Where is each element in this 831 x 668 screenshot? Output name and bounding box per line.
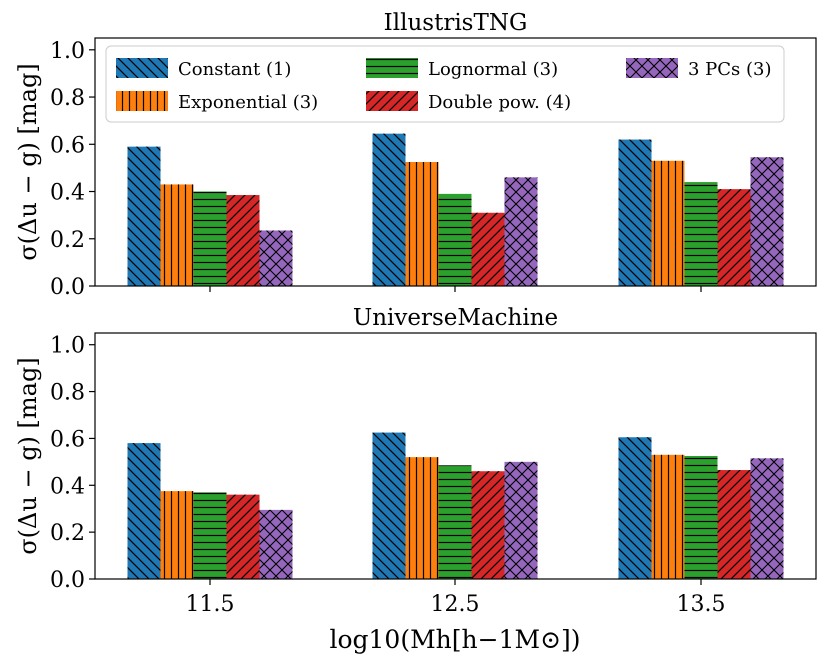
- bar-hatch-constant-1-13.5: [618, 437, 652, 579]
- x-tick-label: 11.5: [186, 592, 235, 617]
- y-tick-label: 0.8: [50, 381, 85, 406]
- bar-hatch-constant-1-12.5: [372, 432, 406, 579]
- y-tick-label: 0.4: [50, 474, 85, 499]
- bar-hatch-exponential-3-12.5: [405, 457, 439, 579]
- bar-hatch-lognormal-3-12.5: [438, 465, 472, 579]
- legend-swatch-hatch: [366, 58, 418, 78]
- bar-hatch-double-pow-4-11.5: [226, 195, 260, 286]
- y-axis-label: σ(Δu − g) [mag]: [14, 63, 42, 260]
- panel-title: UniverseMachine: [353, 305, 558, 331]
- legend-label: Constant (1): [178, 59, 291, 80]
- bar-hatch-exponential-3-11.5: [160, 184, 194, 286]
- bar-hatch-lognormal-3-13.5: [684, 456, 718, 579]
- y-tick-label: 1.0: [50, 334, 85, 359]
- y-tick-label: 0.6: [50, 427, 85, 452]
- legend-swatch-hatch: [116, 58, 168, 78]
- bar-hatch-3-pcs-3-13.5: [750, 458, 784, 579]
- bar-hatch-3-pcs-3-12.5: [504, 177, 538, 286]
- legend-box: [105, 45, 785, 123]
- legend-label: Double pow. (4): [428, 92, 571, 113]
- y-tick-label: 0.6: [50, 133, 85, 158]
- x-tick-label: 12.5: [431, 592, 480, 617]
- bar-hatch-exponential-3-13.5: [651, 454, 685, 579]
- y-tick-label: 1.0: [50, 39, 85, 64]
- legend-swatch-hatch: [366, 91, 418, 111]
- y-tick-label: 0.0: [50, 568, 85, 593]
- legend-label: 3 PCs (3): [688, 59, 772, 80]
- bar-hatch-double-pow-4-11.5: [226, 494, 260, 579]
- bar-hatch-constant-1-11.5: [127, 146, 161, 286]
- legend: Constant (1) Exponential (3) Lognormal (3)…: [105, 45, 785, 123]
- bar-hatch-lognormal-3-11.5: [193, 191, 227, 286]
- bar-hatch-lognormal-3-13.5: [684, 182, 718, 286]
- legend-label: Exponential (3): [178, 92, 318, 113]
- y-tick-label: 0.2: [50, 521, 85, 546]
- y-axis-label: σ(Δu − g) [mag]: [14, 357, 42, 554]
- x-tick-label: 13.5: [677, 592, 726, 617]
- bar-hatch-lognormal-3-11.5: [193, 492, 227, 579]
- panel-title: IllustrisTNG: [384, 10, 528, 36]
- bar-hatch-3-pcs-3-11.5: [259, 230, 293, 286]
- bar-hatch-exponential-3-13.5: [651, 160, 685, 286]
- y-tick-label: 0.2: [50, 228, 85, 253]
- legend-swatch-hatch: [116, 91, 168, 111]
- y-tick-label: 0.0: [50, 275, 85, 300]
- legend-label: Lognormal (3): [428, 59, 558, 80]
- panel-illustristng: IllustrisTNG 0.0 0.2 0.4 0.6 0.8 1.0 σ(Δu − g) …: [14, 10, 817, 300]
- bar-hatch-exponential-3-11.5: [160, 491, 194, 579]
- bar-hatch-double-pow-4-13.5: [717, 470, 751, 579]
- y-tick-label: 0.4: [50, 181, 85, 206]
- bar-hatch-exponential-3-12.5: [405, 162, 439, 286]
- bar-hatch-3-pcs-3-12.5: [504, 461, 538, 579]
- panel-universemachine: UniverseMachine 0.0 0.2 0.4 0.6 0.8 1.0 11.5 12.…: [14, 305, 817, 617]
- bar-hatch-constant-1-11.5: [127, 443, 161, 579]
- bar-hatch-double-pow-4-12.5: [471, 212, 505, 286]
- bar-hatch-3-pcs-3-13.5: [750, 157, 784, 286]
- legend-swatch-hatch: [626, 58, 678, 78]
- bar-hatch-constant-1-12.5: [372, 133, 406, 286]
- bar-hatch-lognormal-3-12.5: [438, 193, 472, 286]
- y-tick-label: 0.8: [50, 86, 85, 111]
- bar-hatch-3-pcs-3-11.5: [259, 509, 293, 579]
- bar-hatch-double-pow-4-12.5: [471, 471, 505, 579]
- bar-hatch-double-pow-4-13.5: [717, 189, 751, 286]
- bar-hatch-constant-1-13.5: [618, 139, 652, 286]
- x-axis-label: log10(Mh[h−1M⊙]): [329, 625, 580, 654]
